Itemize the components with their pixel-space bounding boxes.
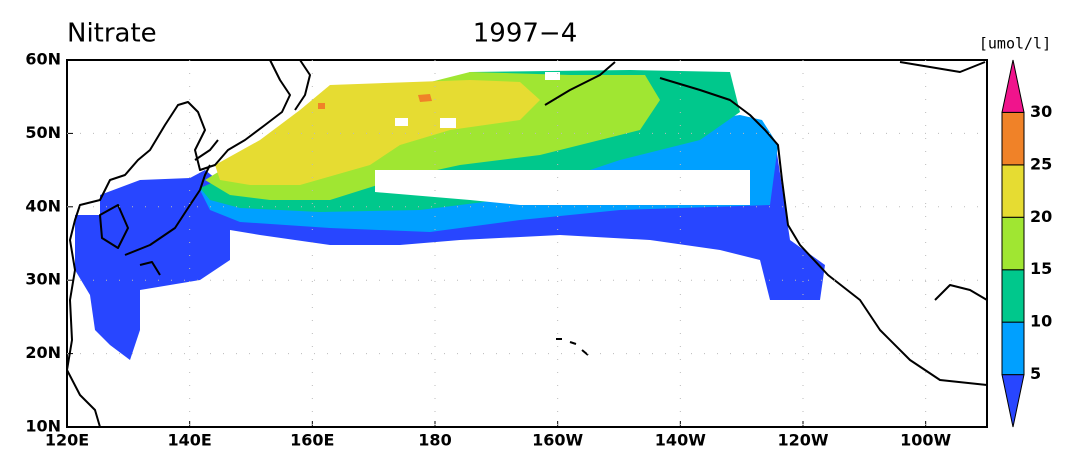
colorbar-segment xyxy=(1001,216,1025,271)
asia-coast xyxy=(66,59,291,428)
x-tick-label: 120W xyxy=(777,431,828,450)
field-orange xyxy=(318,94,432,109)
colorbar-label: 30 xyxy=(1030,102,1052,121)
date-title: 1997−4 xyxy=(473,19,578,49)
japan-coast xyxy=(124,139,219,276)
colorbar-label: 5 xyxy=(1030,364,1041,383)
colorbar-segment xyxy=(1001,59,1025,113)
x-tick-label: 140E xyxy=(168,431,212,450)
colorbar-segment xyxy=(1001,321,1025,376)
y-tick-label: 30N xyxy=(25,270,61,289)
x-tick-label: 120E xyxy=(45,431,89,450)
korea-coast xyxy=(99,204,129,249)
colorbar-segment xyxy=(1001,164,1025,218)
north-america-coast xyxy=(544,61,988,386)
variable-title: Nitrate xyxy=(67,19,157,49)
x-tick-label: 180 xyxy=(418,431,451,450)
y-tick-label: 10N xyxy=(25,417,61,436)
x-tick-label: 100W xyxy=(900,431,951,450)
hawaii-coast xyxy=(556,338,589,356)
colorbar-label: 15 xyxy=(1030,259,1052,278)
x-tick-label: 160W xyxy=(532,431,583,450)
colorbar-segment xyxy=(1001,374,1025,428)
data-gap xyxy=(375,72,750,205)
colorbar-label: 10 xyxy=(1030,312,1052,331)
y-tick-label: 40N xyxy=(25,196,61,215)
colorbar-segment xyxy=(1001,111,1025,166)
colorbar: 5 10 15 20 25 30 xyxy=(1001,59,1052,428)
field-yellow xyxy=(215,80,540,185)
data-fields xyxy=(75,70,825,360)
unit-label: [umol/l] xyxy=(979,35,1051,53)
coastlines xyxy=(66,59,988,428)
plot-frame xyxy=(66,59,988,428)
kamchatka-coast xyxy=(294,59,311,111)
colorbar-label: 25 xyxy=(1030,154,1052,173)
colorbar-segment xyxy=(1001,269,1025,323)
y-tick-label: 60N xyxy=(25,50,61,69)
x-tick-label: 160E xyxy=(290,431,334,450)
x-tick-label: 140W xyxy=(655,431,706,450)
y-tick-label: 20N xyxy=(25,343,61,362)
colorbar-label: 20 xyxy=(1030,207,1052,226)
y-tick-label: 50N xyxy=(25,123,61,142)
